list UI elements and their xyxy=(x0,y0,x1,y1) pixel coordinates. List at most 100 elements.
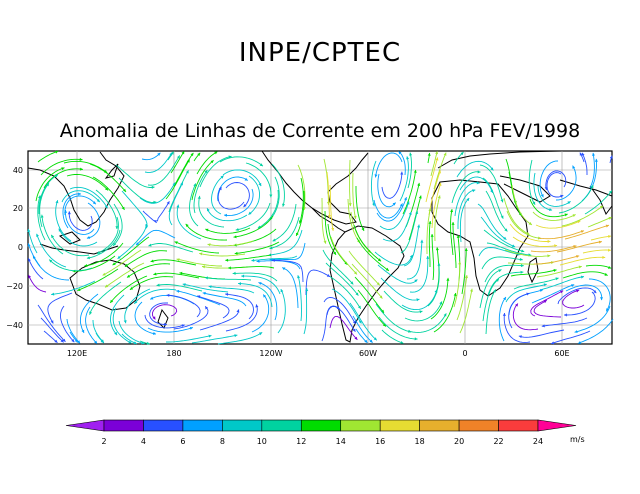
streamline xyxy=(170,150,185,174)
streamline-arrow xyxy=(51,234,55,239)
streamline xyxy=(555,165,577,201)
streamline xyxy=(323,158,329,205)
streamline xyxy=(241,275,281,295)
streamline xyxy=(375,152,403,178)
streamline xyxy=(574,305,611,333)
streamline xyxy=(562,289,585,309)
streamline-arrow xyxy=(379,295,383,299)
streamline-arrow xyxy=(225,292,229,296)
streamline-arrow xyxy=(228,266,231,270)
streamline-arrow xyxy=(608,190,612,194)
streamline xyxy=(222,169,262,187)
streamline xyxy=(484,264,524,283)
streamline xyxy=(383,290,423,313)
streamline xyxy=(225,304,258,332)
map-title: Anomalia de Linhas de Corrente em 200 hP… xyxy=(59,120,581,142)
streamline xyxy=(166,294,201,318)
streamline xyxy=(92,176,125,211)
streamline-arrow xyxy=(177,155,180,159)
streamline xyxy=(139,182,176,204)
streamline xyxy=(234,241,280,255)
streamline-arrow xyxy=(443,313,447,317)
streamline xyxy=(238,283,273,308)
streamline-arrow xyxy=(372,203,376,207)
streamline xyxy=(459,176,494,194)
streamline xyxy=(561,205,604,227)
streamline xyxy=(351,263,383,299)
streamline-arrow xyxy=(578,265,582,269)
streamline xyxy=(51,280,96,295)
streamline xyxy=(47,292,73,324)
streamline-arrow xyxy=(572,165,576,169)
streamline-arrow xyxy=(92,201,96,205)
streamline xyxy=(305,269,331,295)
streamline xyxy=(191,334,238,344)
streamline-arrow xyxy=(551,341,555,345)
streamline xyxy=(533,299,562,318)
streamline-arrow xyxy=(333,251,336,255)
streamline xyxy=(207,240,254,247)
streamline xyxy=(511,184,533,226)
streamline xyxy=(189,183,199,227)
streamline-arrow xyxy=(400,341,404,344)
streamline xyxy=(481,256,523,270)
streamline-arrow xyxy=(150,259,154,263)
streamline-arrow xyxy=(189,326,193,330)
streamline xyxy=(581,152,588,175)
streamline xyxy=(356,237,390,272)
streamline-arrow xyxy=(608,266,612,269)
streamline-arrow xyxy=(193,183,197,187)
streamline-arrow xyxy=(350,281,354,285)
colorbar-segment xyxy=(300,419,342,432)
streamline-arrow xyxy=(176,289,180,293)
streamline-arrow xyxy=(518,335,522,339)
streamline xyxy=(456,275,468,321)
streamline xyxy=(156,284,203,292)
streamline-arrow xyxy=(176,204,180,208)
streamline xyxy=(124,250,168,268)
streamline-arrow xyxy=(605,224,609,228)
streamline xyxy=(58,228,98,247)
streamline-arrow xyxy=(498,269,502,273)
streamline xyxy=(349,302,378,341)
streamline xyxy=(225,293,254,320)
streamline xyxy=(196,151,218,175)
streamline-arrow xyxy=(182,283,186,287)
streamline xyxy=(556,241,602,253)
streamline-arrow xyxy=(210,160,214,164)
streamline xyxy=(118,177,157,203)
streamline xyxy=(498,296,507,342)
europe-asia-coast xyxy=(437,150,613,203)
streamline-arrow xyxy=(435,157,439,161)
streamline-arrow xyxy=(244,177,248,181)
streamline xyxy=(590,235,612,241)
streamline xyxy=(430,151,438,177)
streamline-arrow xyxy=(409,254,413,259)
streamline-arrow xyxy=(526,292,530,296)
colorbar-segment xyxy=(65,419,105,432)
streamline xyxy=(508,292,530,329)
streamline-arrow xyxy=(352,320,356,324)
streamline xyxy=(348,250,381,286)
streamline xyxy=(232,272,278,282)
streamline xyxy=(303,288,308,335)
colorbar-label: 16 xyxy=(375,437,385,446)
streamline-arrow xyxy=(79,157,83,161)
streamline-arrow xyxy=(453,293,457,296)
streamline xyxy=(112,236,150,266)
streamline xyxy=(37,150,59,163)
streamline-arrow xyxy=(55,150,59,154)
streamline-arrow xyxy=(269,246,273,250)
africa-coast xyxy=(431,179,529,297)
streamline xyxy=(134,301,157,335)
lon-label: 60W xyxy=(359,349,377,358)
streamline xyxy=(529,198,568,218)
streamline xyxy=(482,278,500,322)
streamline-arrow xyxy=(578,341,582,344)
streamline xyxy=(64,209,95,235)
streamline xyxy=(328,275,362,310)
streamline-arrow xyxy=(528,222,532,225)
streamline-arrow xyxy=(197,152,201,156)
streamline-arrow xyxy=(581,152,585,156)
streamline xyxy=(121,333,137,345)
